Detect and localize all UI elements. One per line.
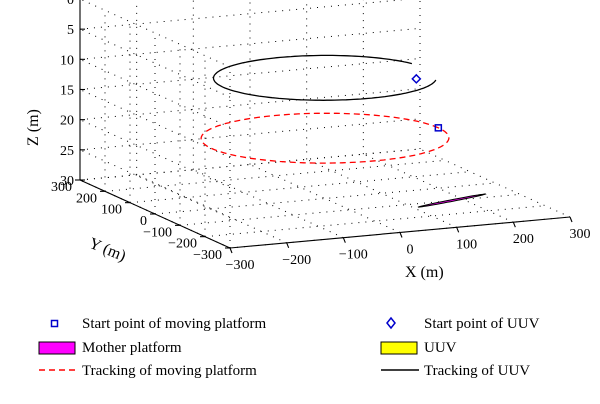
- grid-line: [179, 193, 521, 226]
- grid-line: [79, 0, 406, 30]
- y-axis-title: Y (m): [87, 235, 129, 265]
- tick-labels: −300 −200 −100 0 100 200 300−300−200−100010020…: [51, 0, 591, 273]
- x-tick-label: 300: [570, 227, 591, 242]
- grid-line: [79, 148, 421, 181]
- grid-lines: [79, 0, 571, 249]
- y-tick-label: 200: [76, 191, 97, 206]
- x-tick: [512, 221, 516, 228]
- axes: [75, 0, 573, 254]
- z-tick-label: 5: [67, 23, 74, 38]
- x-tick-label: −100: [339, 248, 368, 263]
- z-tick-label: 0: [67, 0, 74, 8]
- x-tick: [569, 216, 573, 223]
- y-tick-label: 100: [101, 203, 122, 218]
- grid-line: [129, 171, 471, 204]
- x-axis-title: X (m): [405, 264, 444, 281]
- grid-line: [193, 169, 344, 239]
- x-tick-label: −300: [226, 258, 255, 273]
- x-tick-label: 100: [456, 237, 477, 252]
- x-tick: [229, 247, 233, 254]
- grid-line: [80, 0, 231, 68]
- y-tick-label: 300: [51, 180, 72, 195]
- plot-series: [200, 54, 487, 208]
- z-tick-label: 15: [60, 84, 74, 99]
- grid-line: [249, 164, 401, 233]
- y-tick-label: −100: [143, 225, 172, 240]
- x-tick: [399, 232, 403, 238]
- x-tick: [342, 237, 346, 243]
- x-tick: [456, 227, 460, 233]
- x-tick-label: 0: [407, 243, 414, 258]
- x-tick-label: 200: [513, 232, 534, 247]
- uuv-start-marker: [411, 73, 422, 84]
- grid-line: [363, 153, 514, 223]
- grid-line: [79, 28, 231, 98]
- grid-line: [306, 158, 457, 228]
- grid-line: [204, 205, 546, 238]
- uuv-track-line: [212, 54, 437, 101]
- z-tick-label: 25: [60, 144, 74, 159]
- grid-line: [79, 27, 421, 60]
- x-tick-label: −200: [282, 253, 311, 268]
- x-tick: [286, 242, 290, 249]
- grid-line: [79, 118, 421, 151]
- mother-platform-shape: [417, 193, 487, 208]
- grid-line: [79, 58, 231, 128]
- grid-line: [79, 58, 421, 90]
- platform-track-line: [200, 112, 450, 164]
- grid-line: [79, 88, 421, 121]
- z-tick-label: 20: [60, 114, 74, 129]
- z-tick-label: 30: [60, 174, 74, 189]
- z-axis-title: Z (m): [25, 109, 42, 146]
- y-tick-label: −300: [193, 248, 222, 263]
- y-tick-label: −200: [168, 237, 197, 252]
- z-tick-label: 10: [60, 53, 74, 68]
- y-tick-label: 0: [140, 214, 147, 229]
- platform-start-marker: [434, 124, 443, 132]
- grid-line: [154, 182, 496, 215]
- grid-line: [104, 159, 446, 192]
- grid-line: [419, 148, 571, 218]
- grid-line: [79, 89, 231, 158]
